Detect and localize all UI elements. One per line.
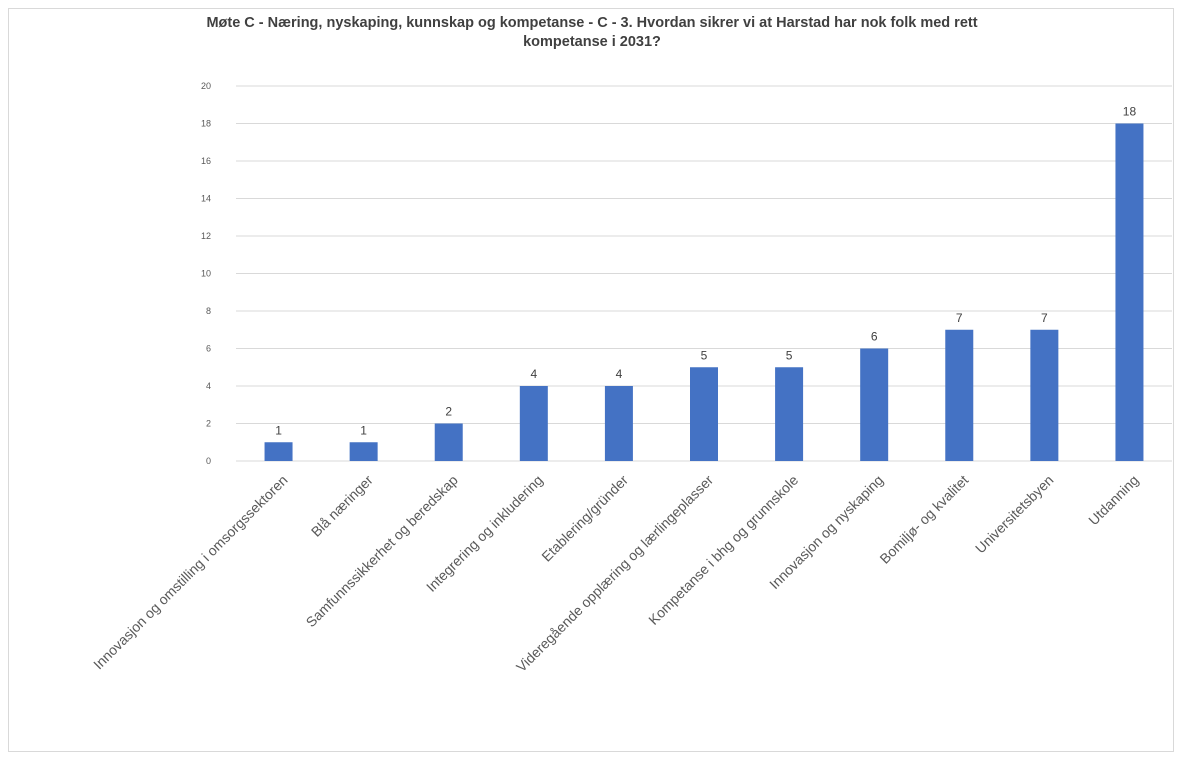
category-label: Samfunnssikkerhet og beredskap bbox=[303, 472, 461, 630]
data-label: 4 bbox=[616, 367, 623, 381]
chart-frame bbox=[8, 8, 1174, 752]
y-tick-label: 16 bbox=[201, 156, 211, 166]
bar bbox=[690, 367, 718, 461]
bar bbox=[264, 442, 293, 461]
chart-title-line-1: Møte C - Næring, nyskaping, kunnskap og … bbox=[206, 15, 978, 31]
category-label: Universitetsbyen bbox=[972, 472, 1056, 556]
category-label: Kompetanse i bhg og grunnskole bbox=[645, 472, 801, 628]
bar bbox=[349, 442, 378, 461]
category-label: Blå næringer bbox=[308, 472, 376, 540]
data-label: 5 bbox=[786, 348, 793, 362]
data-label: 6 bbox=[871, 330, 878, 344]
category-label: Etablering/gründer bbox=[538, 472, 631, 565]
y-tick-label: 18 bbox=[201, 119, 211, 129]
data-label: 4 bbox=[530, 367, 537, 381]
bar bbox=[434, 423, 463, 461]
data-label: 1 bbox=[275, 423, 282, 437]
category-label: Innovasjon og omstilling i omsorgssektor… bbox=[90, 472, 291, 673]
y-tick-label: 2 bbox=[206, 419, 211, 429]
bars bbox=[264, 123, 1144, 461]
bar bbox=[775, 367, 804, 461]
category-label: Utdanning bbox=[1085, 472, 1141, 528]
data-label: 7 bbox=[956, 311, 963, 325]
y-tick-label: 10 bbox=[201, 269, 211, 279]
y-tick-label: 0 bbox=[206, 456, 211, 466]
data-label: 7 bbox=[1041, 311, 1048, 325]
bar bbox=[519, 386, 548, 461]
bar bbox=[945, 329, 974, 461]
bar bbox=[1115, 123, 1144, 461]
data-labels: 1 1 2 4 4 5 5 6 7 7 18 bbox=[275, 105, 1136, 438]
chart-title-line-2: kompetanse i 2031? bbox=[523, 34, 661, 50]
data-label: 1 bbox=[360, 423, 367, 437]
y-tick-label: 12 bbox=[201, 231, 211, 241]
category-label: Videregående opplæring og lærlingeplasse… bbox=[513, 472, 716, 675]
category-label: Bomiljø- og kvalitet bbox=[876, 472, 971, 567]
y-tick-label: 4 bbox=[206, 381, 211, 391]
y-tick-label: 20 bbox=[201, 81, 211, 91]
y-tick-label: 8 bbox=[206, 306, 211, 316]
bar bbox=[1030, 329, 1059, 461]
bar bbox=[604, 386, 633, 461]
data-label: 18 bbox=[1123, 105, 1137, 119]
bar bbox=[860, 348, 889, 461]
y-tick-label: 6 bbox=[206, 344, 211, 354]
category-labels: Innovasjon og omstilling i omsorgssektor… bbox=[90, 472, 1142, 675]
data-label: 5 bbox=[701, 348, 708, 362]
y-tick-label: 14 bbox=[201, 194, 211, 204]
y-axis-ticks: 0 2 4 6 8 10 12 14 16 18 20 bbox=[201, 81, 211, 466]
chart-title: Møte C - Næring, nyskaping, kunnskap og … bbox=[0, 14, 1184, 52]
data-label: 2 bbox=[445, 405, 452, 419]
